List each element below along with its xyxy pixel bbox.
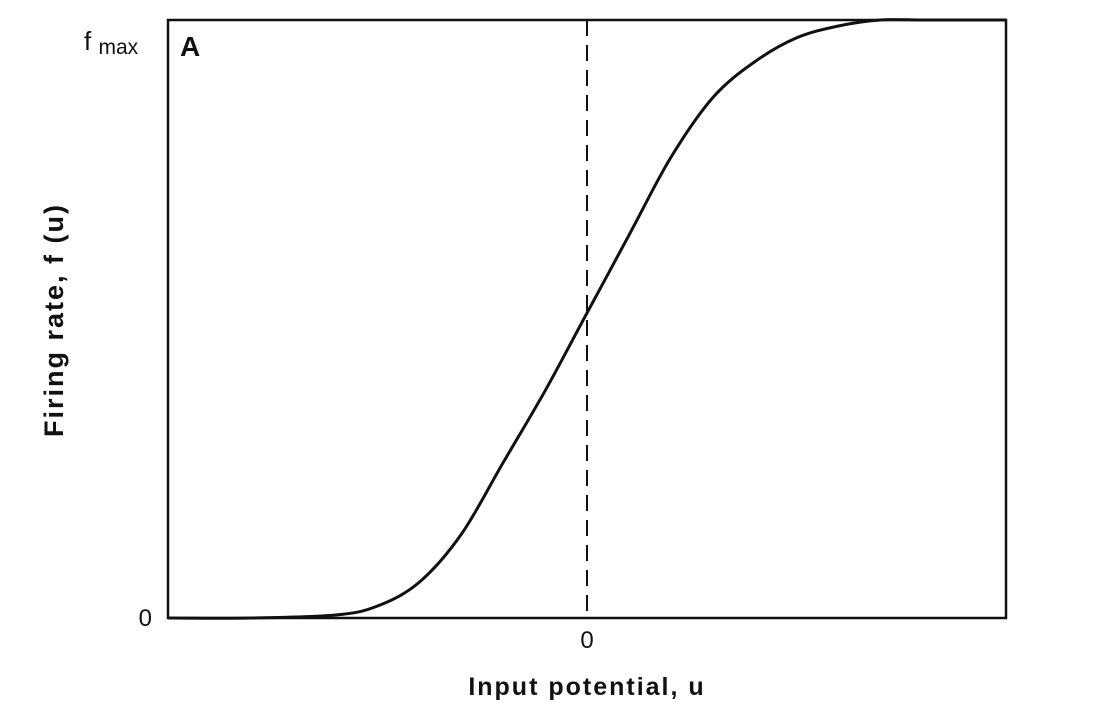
y-tick-label-fmax: f max bbox=[84, 26, 139, 59]
x-axis-title: Input potential, u bbox=[468, 673, 705, 701]
y-tick-label-zero: 0 bbox=[139, 605, 152, 632]
y-axis-title: Firing rate, f (u) bbox=[39, 203, 69, 437]
panel-label: A bbox=[180, 31, 200, 62]
x-tick-label-zero: 0 bbox=[580, 627, 593, 654]
sigmoid-curve bbox=[167, 18, 1006, 620]
y-tick-label-fmax-main: f bbox=[84, 26, 92, 56]
y-tick-label-fmax-sub: max bbox=[98, 36, 138, 59]
